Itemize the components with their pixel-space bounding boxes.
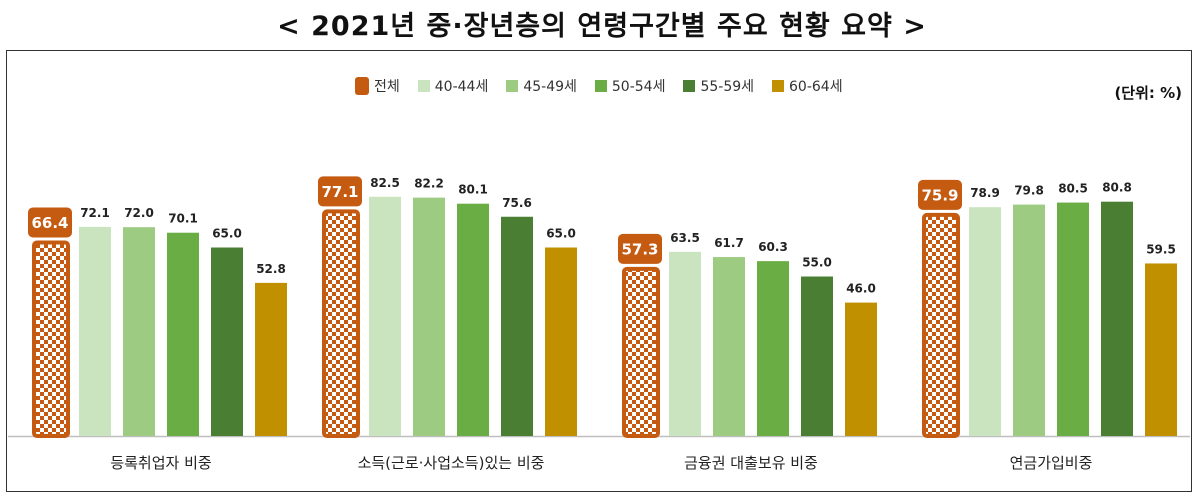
bar-50-54-3 [1057,202,1089,436]
category-label-1: 소득(근로·사업소득)있는 비중 [358,454,545,472]
data-label-40-44-2: 63.5 [670,231,700,245]
data-label-40-44-0: 72.1 [80,206,110,220]
data-label-50-54-2: 60.3 [758,240,788,254]
data-label-box-total-1 [318,176,362,207]
legend-item-total: 전체 [355,76,400,96]
bar-55-59-3 [1101,201,1133,436]
category-label-3: 연금가입비중 [1010,454,1093,472]
data-label-45-49-2: 61.7 [714,236,744,250]
bar-50-54-2 [757,261,789,436]
bar-total-2 [622,266,660,438]
bar-50-54-0 [167,232,199,436]
data-label-55-59-1: 75.6 [502,196,532,210]
legend-swatch-60-64 [772,80,785,92]
data-label-box-total-3 [918,179,962,210]
data-label-40-44-1: 82.5 [370,176,400,190]
unit-label: (단위: %) [1114,84,1182,102]
data-label-box-total-2 [618,233,662,264]
data-label-45-49-3: 79.8 [1014,184,1044,198]
legend-swatch-45-49 [506,80,519,92]
data-label-50-54-3: 80.5 [1058,182,1088,196]
legend-item-55-59: 55-59세 [683,76,754,96]
bar-60-64-3 [1145,263,1177,436]
data-label-55-59-3: 80.8 [1102,181,1132,195]
data-label-box-total-0 [28,207,72,238]
bar-55-59-2 [801,276,833,436]
chart-title: < 2021년 중·장년층의 연령구간별 주요 현황 요약 > [277,11,927,42]
data-label-60-64-1: 65.0 [546,227,576,241]
legend-swatch-50-54 [594,80,607,92]
category-label-2: 금융권 대출보유 비중 [684,454,818,472]
legend-label-45-49: 45-49세 [523,79,577,95]
data-label-40-44-3: 78.9 [970,186,1000,200]
data-label-total-1: 77.1 [321,183,358,201]
legend-label-40-44: 40-44세 [434,79,489,95]
legend-label-total: 전체 [374,79,400,95]
legend-item-60-64: 60-64세 [772,76,843,96]
bar-50-54-1 [457,203,489,436]
bar-total-0 [32,240,70,438]
bar-45-49-3 [1013,204,1045,436]
bar-45-49-1 [413,197,445,436]
bar-45-49-0 [123,227,155,436]
data-label-55-59-2: 55.0 [802,256,832,270]
bar-40-44-3 [969,207,1001,436]
bar-60-64-2 [845,302,877,436]
legend-swatch-total [355,77,369,95]
bar-40-44-2 [669,251,701,436]
data-label-total-0: 66.4 [31,214,68,232]
bar-55-59-1 [501,216,533,436]
bar-55-59-0 [211,247,243,436]
bar-total-1 [322,209,360,438]
legend-item-50-54: 50-54세 [594,76,666,96]
legend: 전체 40-44세 45-49세 50-54세 55-59세 60-64세 [355,74,843,98]
legend-label-55-59: 55-59세 [700,79,755,95]
bar-40-44-0 [79,226,111,436]
legend-label-60-64: 60-64세 [789,79,843,95]
legend-item-40-44: 40-44세 [417,76,489,96]
data-label-60-64-0: 52.8 [256,262,286,276]
bar-40-44-1 [369,196,401,436]
data-label-50-54-0: 70.1 [168,212,198,226]
data-label-50-54-1: 80.1 [458,183,488,197]
legend-label-50-54: 50-54세 [611,79,666,95]
data-label-total-3: 75.9 [921,186,958,204]
bar-60-64-0 [255,282,287,436]
bar-45-49-2 [713,257,745,436]
chart-frame [6,50,1192,492]
legend-swatch-55-59 [683,80,696,92]
bar-60-64-1 [545,247,577,436]
data-label-45-49-0: 72.0 [124,206,154,220]
data-label-55-59-0: 65.0 [212,227,242,241]
category-label-0: 등록취업자 비중 [110,454,211,472]
data-label-total-2: 57.3 [621,240,658,258]
data-label-60-64-3: 59.5 [1146,242,1176,256]
data-label-60-64-2: 46.0 [846,282,876,296]
legend-item-45-49: 45-49세 [506,76,577,96]
bar-total-3 [922,212,960,438]
legend-swatch-40-44 [417,80,430,92]
data-label-45-49-1: 82.2 [414,177,444,191]
